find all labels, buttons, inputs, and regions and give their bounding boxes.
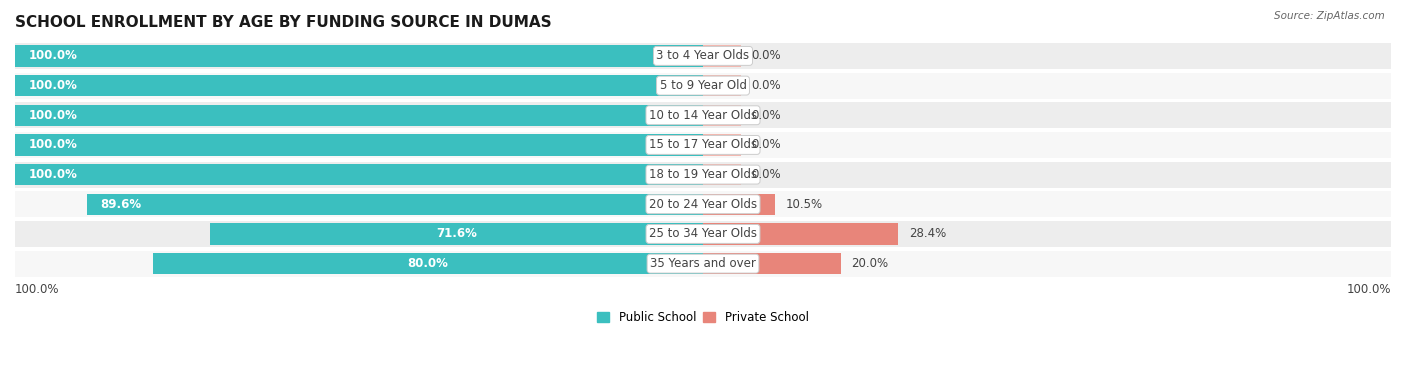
Text: 0.0%: 0.0% <box>751 109 780 122</box>
Bar <box>15 104 703 126</box>
Bar <box>15 164 703 185</box>
Legend: Public School, Private School: Public School, Private School <box>593 307 813 329</box>
Bar <box>15 75 703 96</box>
Bar <box>211 223 703 245</box>
Bar <box>15 134 703 156</box>
Text: Source: ZipAtlas.com: Source: ZipAtlas.com <box>1274 11 1385 21</box>
Bar <box>703 223 898 245</box>
Text: 100.0%: 100.0% <box>28 109 77 122</box>
Bar <box>703 194 775 215</box>
Bar <box>87 194 703 215</box>
Text: 0.0%: 0.0% <box>751 79 780 92</box>
Text: 3 to 4 Year Olds: 3 to 4 Year Olds <box>657 49 749 63</box>
Text: 71.6%: 71.6% <box>436 227 477 241</box>
Bar <box>15 132 1391 158</box>
Text: 18 to 19 Year Olds: 18 to 19 Year Olds <box>650 168 756 181</box>
Text: 28.4%: 28.4% <box>908 227 946 241</box>
Bar <box>703 164 741 185</box>
Bar <box>15 191 1391 217</box>
Text: 10 to 14 Year Olds: 10 to 14 Year Olds <box>650 109 756 122</box>
Bar <box>703 253 841 274</box>
Text: 100.0%: 100.0% <box>28 79 77 92</box>
Text: 100.0%: 100.0% <box>28 168 77 181</box>
Text: 100.0%: 100.0% <box>28 49 77 63</box>
Text: 25 to 34 Year Olds: 25 to 34 Year Olds <box>650 227 756 241</box>
Bar <box>15 72 1391 99</box>
Bar <box>15 221 1391 247</box>
Bar <box>703 104 741 126</box>
Text: 80.0%: 80.0% <box>408 257 449 270</box>
Text: 10.5%: 10.5% <box>786 198 823 211</box>
Bar <box>15 162 1391 188</box>
Bar <box>703 75 741 96</box>
Text: 100.0%: 100.0% <box>28 138 77 152</box>
Text: 100.0%: 100.0% <box>15 283 59 296</box>
Text: 15 to 17 Year Olds: 15 to 17 Year Olds <box>650 138 756 152</box>
Bar <box>153 253 703 274</box>
Text: 20.0%: 20.0% <box>851 257 889 270</box>
Bar <box>703 134 741 156</box>
Text: SCHOOL ENROLLMENT BY AGE BY FUNDING SOURCE IN DUMAS: SCHOOL ENROLLMENT BY AGE BY FUNDING SOUR… <box>15 15 551 30</box>
Text: 0.0%: 0.0% <box>751 168 780 181</box>
Text: 35 Years and over: 35 Years and over <box>650 257 756 270</box>
Bar <box>703 45 741 67</box>
Text: 89.6%: 89.6% <box>100 198 142 211</box>
Bar <box>15 45 703 67</box>
Bar <box>15 251 1391 277</box>
Text: 0.0%: 0.0% <box>751 138 780 152</box>
Bar <box>15 102 1391 128</box>
Bar <box>15 43 1391 69</box>
Text: 100.0%: 100.0% <box>1347 283 1391 296</box>
Text: 20 to 24 Year Olds: 20 to 24 Year Olds <box>650 198 756 211</box>
Text: 5 to 9 Year Old: 5 to 9 Year Old <box>659 79 747 92</box>
Text: 0.0%: 0.0% <box>751 49 780 63</box>
